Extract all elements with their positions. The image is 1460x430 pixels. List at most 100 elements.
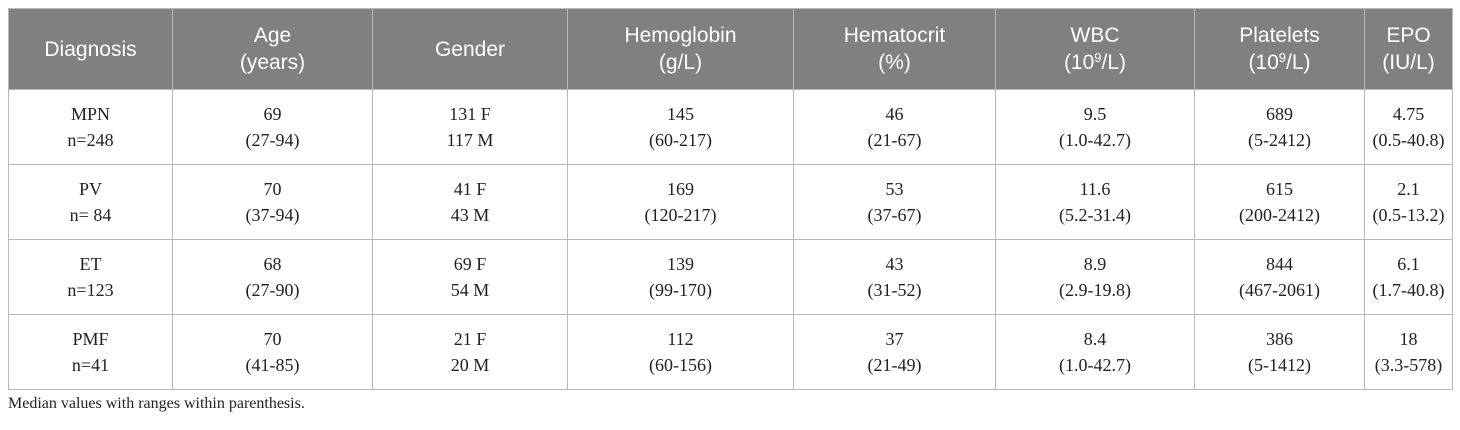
median-value: 9.5 <box>1083 104 1107 124</box>
cell-hematocrit: 37 (21-49) <box>793 314 996 390</box>
table-row: MPN n=248 69 (27-94) 131 F 117 M 145 (60-217… <box>8 89 1453 165</box>
range-value: (0.5-40.8) <box>1372 130 1445 150</box>
female-count: 41 F <box>453 179 487 199</box>
range-value: (5-2412) <box>1248 130 1311 150</box>
sample-size: n=123 <box>67 280 114 300</box>
range-value: (60-156) <box>649 355 712 375</box>
cell-wbc: 11.6 (5.2-31.4) <box>995 164 1195 240</box>
diagnosis-name: MPN <box>70 104 110 124</box>
cell-epo: 2.1 (0.5-13.2) <box>1364 164 1453 240</box>
header-wbc: WBC (109/L) <box>995 8 1195 90</box>
median-value: 4.75 <box>1392 104 1425 124</box>
sample-size: n=248 <box>67 130 114 150</box>
range-value: (1.0-42.7) <box>1059 130 1131 150</box>
range-value: (60-217) <box>649 130 712 150</box>
cell-hematocrit: 53 (37-67) <box>793 164 996 240</box>
cell-platelets: 386 (5-1412) <box>1194 314 1365 390</box>
range-value: (27-90) <box>245 280 300 300</box>
header-label: EPO <box>1386 24 1431 47</box>
cell-epo: 18 (3.3-578) <box>1364 314 1453 390</box>
header-label: Diagnosis <box>44 37 137 61</box>
median-value: 46 <box>885 104 904 124</box>
median-value: 112 <box>667 329 694 349</box>
median-value: 689 <box>1266 104 1293 124</box>
median-value: 11.6 <box>1079 179 1111 199</box>
cell-epo: 4.75 (0.5-40.8) <box>1364 89 1453 165</box>
cell-gender: 21 F 20 M <box>372 314 568 390</box>
range-value: (0.5-13.2) <box>1372 205 1445 225</box>
table-row: PMF n=41 70 (41-85) 21 F 20 M 112 (60-156) 3… <box>8 314 1453 390</box>
table-row: ET n=123 68 (27-90) 69 F 54 M 139 (99-170) 4… <box>8 239 1453 315</box>
range-value: (120-217) <box>644 205 717 225</box>
cell-hematocrit: 43 (31-52) <box>793 239 996 315</box>
header-row: Diagnosis Age (years) Gender Hemoglobin … <box>8 8 1453 90</box>
table-footnote: Median values with ranges within parenth… <box>8 395 305 412</box>
header-unit: (IU/L) <box>1382 51 1435 74</box>
header-label: Platelets <box>1239 24 1320 47</box>
cell-wbc: 8.9 (2.9-19.8) <box>995 239 1195 315</box>
cell-age: 69 (27-94) <box>172 89 373 165</box>
header-diagnosis: Diagnosis <box>8 8 173 90</box>
header-hemoglobin: Hemoglobin (g/L) <box>567 8 794 90</box>
median-value: 844 <box>1266 254 1293 274</box>
cell-diagnosis: ET n=123 <box>8 239 173 315</box>
table-container: Diagnosis Age (years) Gender Hemoglobin … <box>8 8 1453 390</box>
cell-wbc: 9.5 (1.0-42.7) <box>995 89 1195 165</box>
male-count: 43 M <box>450 205 490 225</box>
cell-diagnosis: PMF n=41 <box>8 314 173 390</box>
unit-suffix: /L) <box>1101 51 1127 74</box>
cell-platelets: 615 (200-2412) <box>1194 164 1365 240</box>
unit-exponent: 9 <box>1278 50 1287 65</box>
unit-suffix: /L) <box>1286 51 1311 74</box>
unit-exponent: 9 <box>1094 50 1102 65</box>
cell-hemoglobin: 139 (99-170) <box>567 239 794 315</box>
header-label: WBC <box>1070 24 1120 47</box>
range-value: (1.0-42.7) <box>1059 355 1131 375</box>
median-value: 8.9 <box>1083 254 1107 274</box>
cell-hematocrit: 46 (21-67) <box>793 89 996 165</box>
median-value: 8.4 <box>1083 329 1107 349</box>
header-label: Age <box>253 24 292 47</box>
male-count: 54 M <box>450 280 490 300</box>
male-count: 20 M <box>450 355 490 375</box>
median-value: 53 <box>885 179 904 199</box>
table-header: Diagnosis Age (years) Gender Hemoglobin … <box>8 8 1453 90</box>
cell-gender: 131 F 117 M <box>372 89 568 165</box>
range-value: (27-94) <box>245 130 300 150</box>
range-value: (467-2061) <box>1239 280 1320 300</box>
range-value: (2.9-19.8) <box>1059 280 1131 300</box>
range-value: (37-94) <box>245 205 300 225</box>
header-hematocrit: Hematocrit (%) <box>793 8 996 90</box>
cell-diagnosis: MPN n=248 <box>8 89 173 165</box>
median-value: 169 <box>667 179 694 199</box>
median-value: 6.1 <box>1397 254 1420 274</box>
table-body: MPN n=248 69 (27-94) 131 F 117 M 145 (60-217… <box>8 89 1453 390</box>
female-count: 69 F <box>453 254 487 274</box>
diagnosis-name: PMF <box>72 329 109 349</box>
table-row: PV n= 84 70 (37-94) 41 F 43 M 169 (120-217) … <box>8 164 1453 240</box>
range-value: (41-85) <box>245 355 300 375</box>
cell-hemoglobin: 112 (60-156) <box>567 314 794 390</box>
header-epo: EPO (IU/L) <box>1364 8 1453 90</box>
header-gender: Gender <box>372 8 568 90</box>
cell-epo: 6.1 (1.7-40.8) <box>1364 239 1453 315</box>
cell-wbc: 8.4 (1.0-42.7) <box>995 314 1195 390</box>
median-value: 139 <box>667 254 694 274</box>
cell-age: 70 (41-85) <box>172 314 373 390</box>
cell-hemoglobin: 169 (120-217) <box>567 164 794 240</box>
median-value: 68 <box>263 254 282 274</box>
range-value: (99-170) <box>649 280 712 300</box>
median-value: 145 <box>667 104 694 124</box>
median-value: 37 <box>885 329 904 349</box>
header-label: Hematocrit <box>843 24 946 47</box>
range-value: (5-1412) <box>1248 355 1311 375</box>
cell-age: 68 (27-90) <box>172 239 373 315</box>
male-count: 117 M <box>446 130 494 150</box>
sample-size: n= 84 <box>69 205 112 225</box>
range-value: (21-49) <box>867 355 922 375</box>
range-value: (31-52) <box>867 280 922 300</box>
header-label: Gender <box>434 37 506 61</box>
unit-prefix: (10 <box>1063 51 1095 74</box>
median-value: 2.1 <box>1397 179 1420 199</box>
header-unit: (years) <box>239 51 306 74</box>
